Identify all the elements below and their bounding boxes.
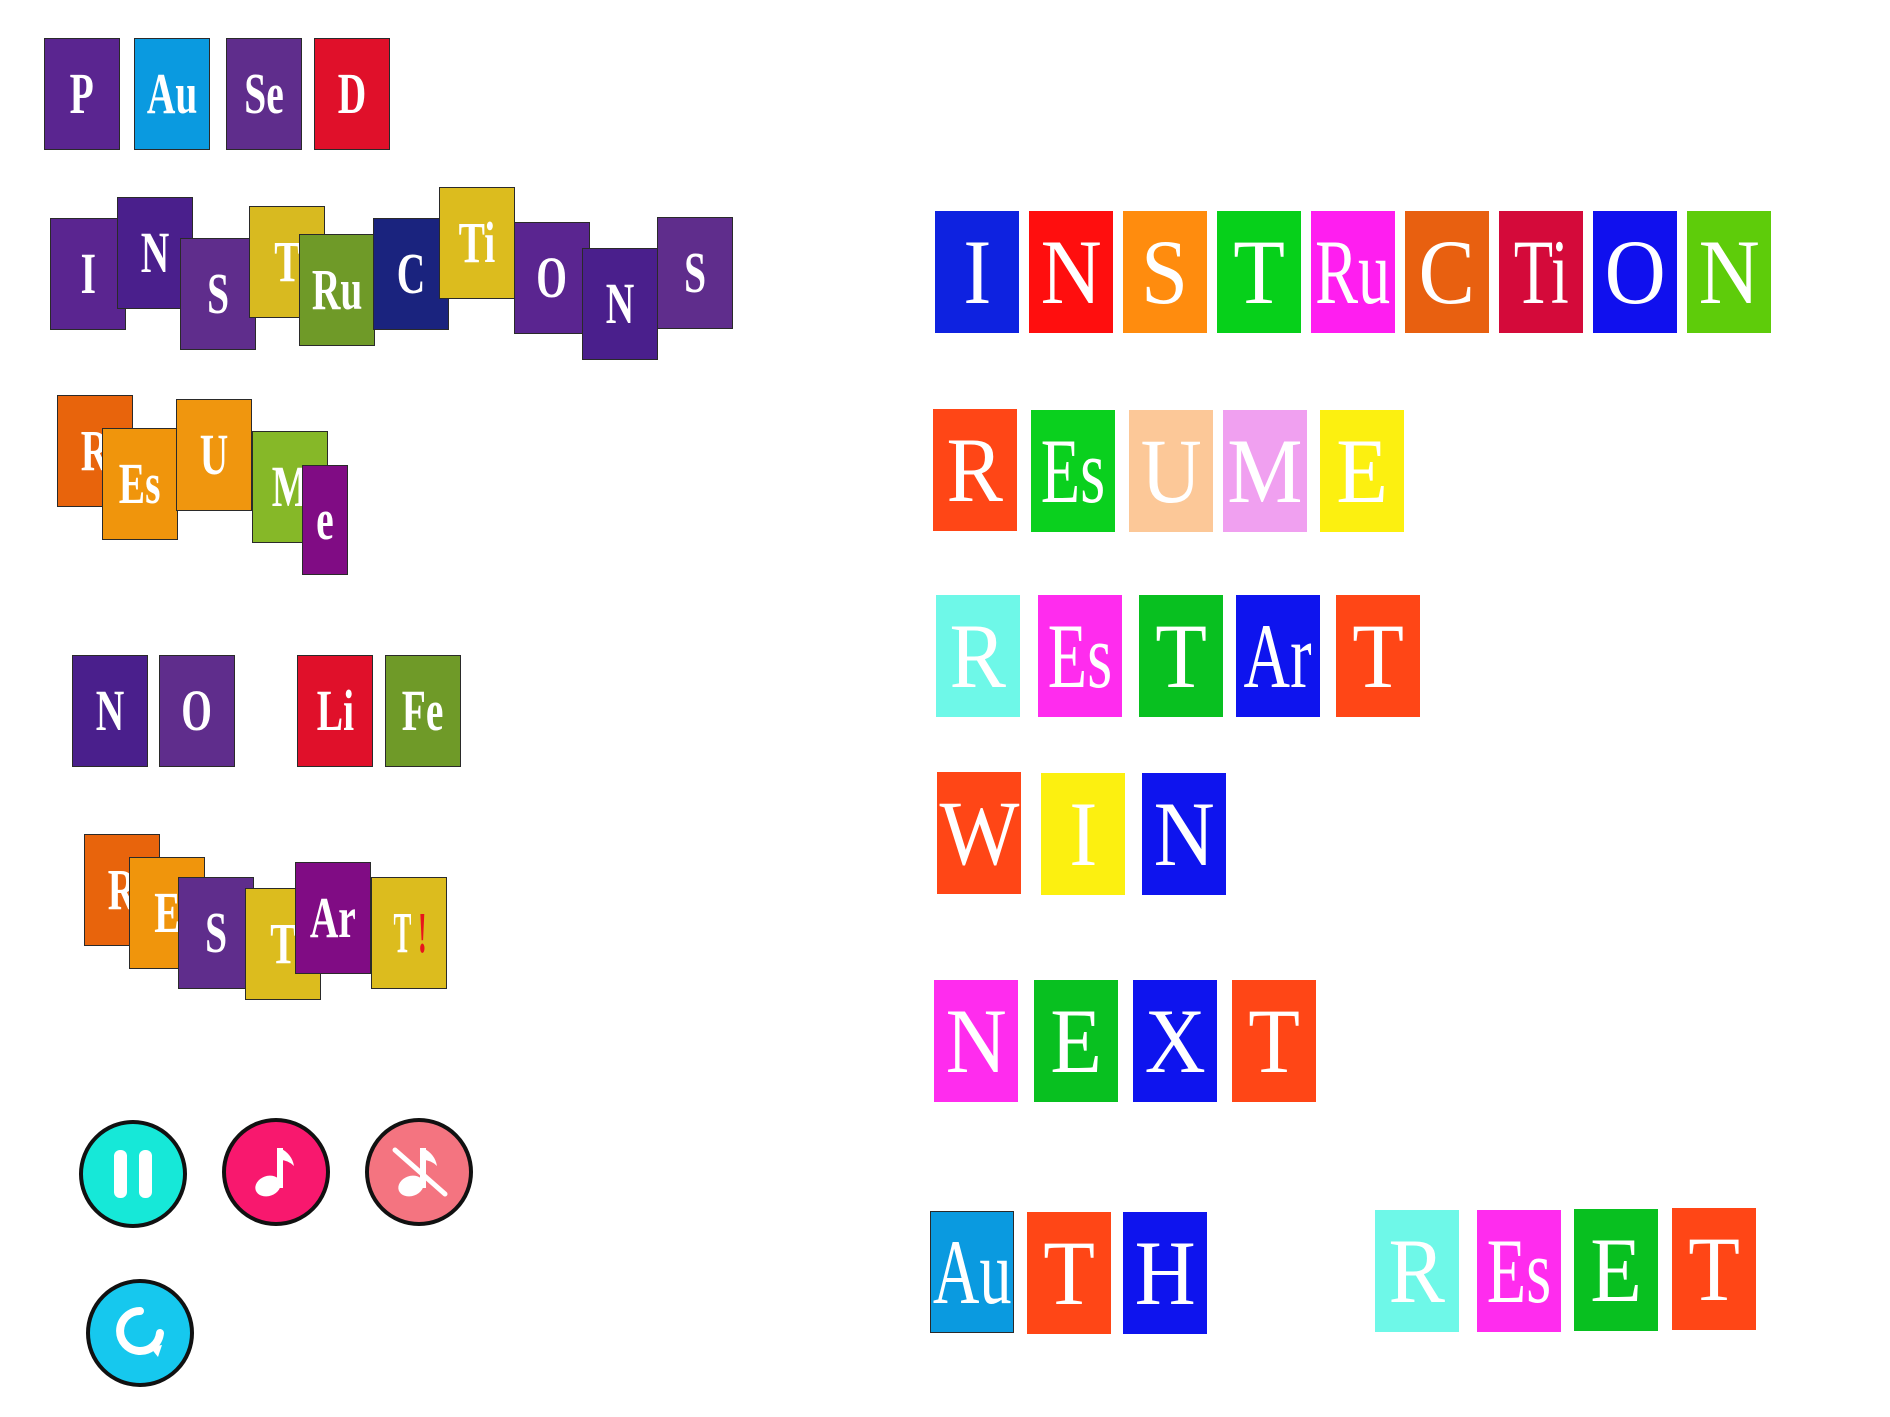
letter-tile[interactable]: Ar: [295, 862, 371, 974]
letter-tile[interactable]: H: [1123, 1212, 1207, 1334]
letter-tile[interactable]: O: [1593, 211, 1677, 333]
letter-tile: Li: [297, 655, 373, 767]
letter-tile[interactable]: E: [1574, 1209, 1658, 1331]
letter-tile[interactable]: C: [1405, 211, 1489, 333]
letter-tile: Au: [134, 38, 210, 150]
letter-tile[interactable]: T: [1336, 595, 1420, 717]
letter-tile[interactable]: S: [180, 238, 256, 350]
letter-tile: W: [937, 772, 1021, 894]
letter-tile: D: [314, 38, 390, 150]
letter-tile[interactable]: N: [1687, 211, 1771, 333]
letter-tile[interactable]: Es: [1477, 1210, 1561, 1332]
letter-tile: I: [1041, 773, 1125, 895]
letter-tile[interactable]: Es: [102, 428, 178, 540]
letter-tile[interactable]: R: [933, 409, 1017, 531]
letter-tile[interactable]: T!: [371, 877, 447, 989]
letter-tile[interactable]: T: [1027, 1212, 1111, 1334]
letter-tile[interactable]: N: [934, 980, 1018, 1102]
letter-tile: Fe: [385, 655, 461, 767]
letter-tile[interactable]: Es: [1038, 595, 1122, 717]
music-note-icon: [255, 1148, 294, 1197]
letter-tile[interactable]: S: [178, 877, 254, 989]
letter-tile[interactable]: Ti: [1499, 211, 1583, 333]
letter-tile[interactable]: N: [582, 248, 658, 360]
letter-tile[interactable]: R: [936, 595, 1020, 717]
pause-button[interactable]: [79, 1120, 187, 1228]
letter-tile[interactable]: M: [1223, 410, 1307, 532]
letter-tile[interactable]: Ru: [1311, 211, 1395, 333]
replay-icon: [116, 1307, 164, 1357]
letter-tile[interactable]: Ru: [299, 234, 375, 346]
music-mute-icon: [392, 1147, 448, 1197]
letter-tile[interactable]: U: [176, 399, 252, 511]
letter-tile: Se: [226, 38, 302, 150]
letter-tile[interactable]: I: [50, 218, 126, 330]
letter-tile[interactable]: e: [302, 465, 348, 575]
letter-tile[interactable]: I: [935, 211, 1019, 333]
letter-tile[interactable]: N: [1029, 211, 1113, 333]
letter-tile[interactable]: S: [657, 217, 733, 329]
letter-tile[interactable]: S: [1123, 211, 1207, 333]
replay-button[interactable]: [86, 1279, 194, 1387]
pause-icon: [114, 1150, 152, 1198]
letter-tile: O: [159, 655, 235, 767]
letter-tile: P: [44, 38, 120, 150]
letter-tile[interactable]: E: [1034, 980, 1118, 1102]
letter-tile[interactable]: X: [1133, 980, 1217, 1102]
letter-tile: N: [72, 655, 148, 767]
letter-tile[interactable]: T: [1232, 980, 1316, 1102]
letter-tile[interactable]: Ti: [439, 187, 515, 299]
letter-tile[interactable]: T: [1672, 1208, 1756, 1330]
letter-tile[interactable]: C: [373, 218, 449, 330]
letter-tile[interactable]: O: [514, 222, 590, 334]
letter-tile[interactable]: E: [1320, 410, 1404, 532]
letter-tile[interactable]: R: [1375, 1210, 1459, 1332]
letter-tile: N: [1142, 773, 1226, 895]
letter-tile[interactable]: Au: [930, 1211, 1014, 1333]
letter-tile[interactable]: T: [1139, 595, 1223, 717]
music-mute-button[interactable]: [365, 1118, 473, 1226]
letter-tile[interactable]: U: [1129, 410, 1213, 532]
letter-tile[interactable]: Es: [1031, 410, 1115, 532]
letter-tile[interactable]: T: [1217, 211, 1301, 333]
letter-tile[interactable]: Ar: [1236, 595, 1320, 717]
music-on-button[interactable]: [222, 1118, 330, 1226]
exclaim-mark: !: [417, 900, 427, 965]
